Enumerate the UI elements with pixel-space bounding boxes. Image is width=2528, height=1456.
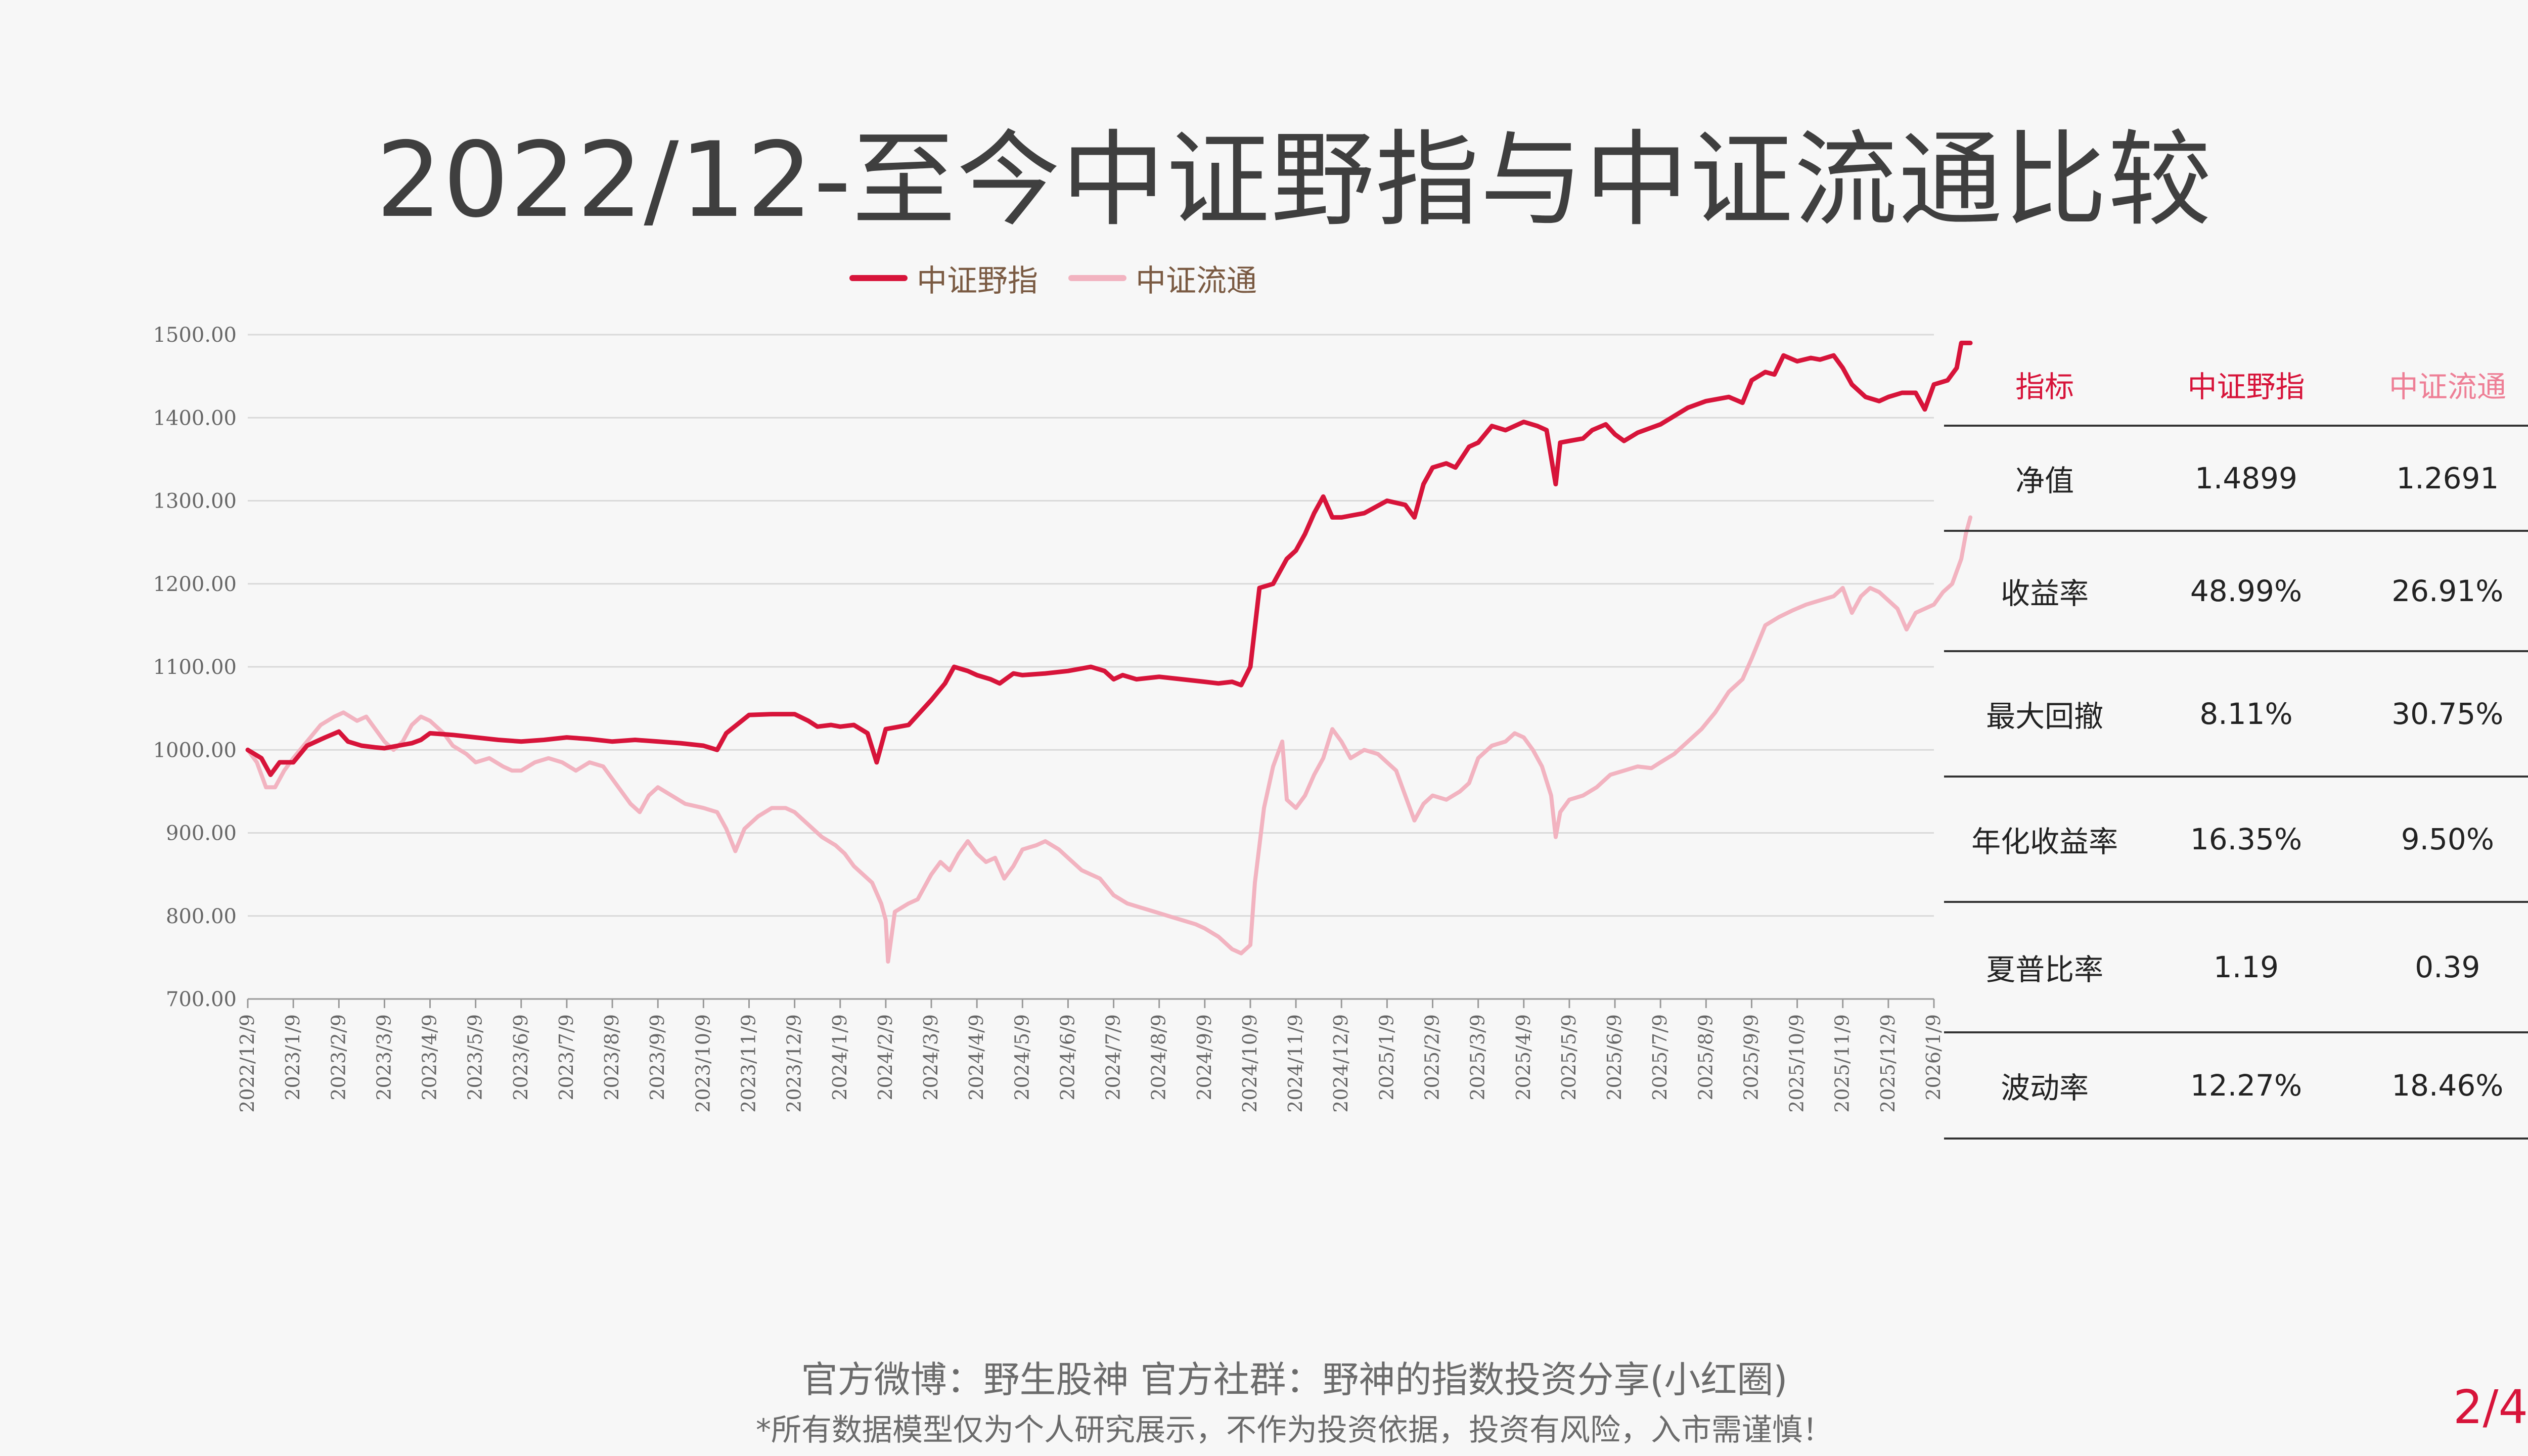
x-tick-label: 2023/5/9 — [464, 1014, 486, 1101]
row-value-series-2: 26.91% — [2391, 574, 2504, 608]
x-tick-label: 2025/1/9 — [1375, 1014, 1397, 1101]
x-tick-label: 2024/5/9 — [1011, 1014, 1033, 1101]
row-value-series-2: 1.2691 — [2396, 461, 2499, 495]
y-tick-label: 1200.00 — [153, 573, 237, 596]
y-tick-label: 1300.00 — [153, 490, 237, 513]
table-row: 年化收益率 16.35% 9.50% — [1944, 778, 2528, 903]
page-title: 2022/12-至今中证野指与中证流通比较 — [376, 120, 2213, 241]
x-tick-label: 2023/10/9 — [692, 1014, 714, 1113]
x-tick-label: 2025/12/9 — [1877, 1014, 1899, 1113]
x-tick-label: 2025/9/9 — [1740, 1014, 1762, 1101]
table-row: 夏普比率 1.19 0.39 — [1944, 903, 2528, 1033]
stats-table-header: 指标 中证野指 中证流通 — [1944, 344, 2528, 427]
y-tick-label: 1100.00 — [153, 656, 237, 679]
row-value-series-1: 12.27% — [2190, 1068, 2303, 1103]
row-label: 收益率 — [2001, 576, 2089, 611]
table-row: 波动率 12.27% 18.46% — [1944, 1033, 2528, 1140]
row-value-series-1: 48.99% — [2190, 574, 2303, 608]
footer-social: 官方微博：野生股神 官方社群：野神的指数投资分享(小红圈) — [801, 1358, 1788, 1401]
row-value-series-2: 9.50% — [2401, 822, 2494, 856]
x-tick-label: 2024/1/9 — [829, 1014, 851, 1101]
x-tick-label: 2026/1/9 — [1922, 1014, 1945, 1101]
x-tick-label: 2024/10/9 — [1239, 1014, 1261, 1113]
x-tick-label: 2025/7/9 — [1649, 1014, 1671, 1101]
x-tick-label: 2024/2/9 — [874, 1014, 896, 1101]
y-tick-label: 800.00 — [166, 905, 237, 928]
x-tick-label: 2025/2/9 — [1421, 1014, 1443, 1101]
y-tick-label: 1400.00 — [153, 406, 237, 430]
x-tick-label: 2024/7/9 — [1102, 1014, 1124, 1101]
legend-swatch-series-2 — [1068, 275, 1126, 281]
legend-label-series-1: 中证野指 — [917, 263, 1038, 299]
y-tick-label: 900.00 — [166, 822, 237, 845]
x-tick-label: 2023/4/9 — [419, 1014, 441, 1101]
x-tick-label: 2025/10/9 — [1786, 1014, 1808, 1113]
y-tick-label: 1500.00 — [153, 324, 237, 347]
table-row: 最大回撤 8.11% 30.75% — [1944, 652, 2528, 778]
x-tick-label: 2024/9/9 — [1193, 1014, 1215, 1101]
row-label: 最大回撤 — [1986, 699, 2104, 734]
header-series-1: 中证野指 — [2187, 370, 2305, 404]
x-tick-label: 2024/12/9 — [1330, 1014, 1352, 1113]
x-tick-label: 2023/3/9 — [373, 1014, 395, 1101]
x-tick-label: 2023/11/9 — [737, 1014, 759, 1113]
x-tick-label: 2025/8/9 — [1694, 1014, 1717, 1101]
x-tick-label: 2023/8/9 — [601, 1014, 623, 1101]
header-metric: 指标 — [2015, 370, 2074, 404]
row-label: 年化收益率 — [1971, 825, 2118, 859]
x-tick-label: 2023/9/9 — [646, 1014, 668, 1101]
x-tick-label: 2022/12/9 — [236, 1014, 258, 1113]
legend-item-series-2: 中证流通 — [1068, 256, 1257, 300]
x-tick-label: 2023/1/9 — [282, 1014, 304, 1101]
x-tick-label: 2023/2/9 — [327, 1014, 349, 1101]
y-tick-label: 700.00 — [166, 988, 237, 1011]
x-tick-label: 2024/6/9 — [1056, 1014, 1078, 1101]
x-tick-label: 2025/11/9 — [1831, 1014, 1854, 1113]
row-value-series-2: 30.75% — [2391, 697, 2504, 731]
x-tick-label: 2024/8/9 — [1148, 1014, 1170, 1101]
row-value-series-1: 8.11% — [2199, 697, 2293, 731]
y-tick-label: 1000.00 — [153, 739, 237, 762]
x-tick-label: 2024/3/9 — [920, 1014, 942, 1101]
x-tick-label: 2025/3/9 — [1467, 1014, 1489, 1101]
chart-legend: 中证野指 中证流通 — [849, 256, 1257, 300]
row-label: 波动率 — [2001, 1071, 2089, 1105]
footer-disclaimer: *所有数据模型仅为个人研究展示，不作为投资依据，投资有风险，入市需谨慎！ — [756, 1413, 1833, 1448]
legend-swatch-series-1 — [849, 275, 908, 281]
row-value-series-1: 16.35% — [2190, 822, 2303, 856]
x-tick-label: 2023/6/9 — [510, 1014, 532, 1101]
row-label: 净值 — [2015, 464, 2074, 498]
row-value-series-2: 18.46% — [2391, 1068, 2504, 1103]
series-line-1 — [245, 340, 1973, 777]
legend-label-series-2: 中证流通 — [1136, 263, 1257, 299]
x-tick-label: 2023/12/9 — [783, 1014, 805, 1113]
table-row: 收益率 48.99% 26.91% — [1944, 532, 2528, 652]
row-value-series-1: 1.4899 — [2195, 461, 2297, 495]
page-indicator: 2/4 — [2453, 1380, 2528, 1434]
legend-item-series-1: 中证野指 — [849, 256, 1038, 300]
series-line-2 — [246, 515, 1973, 964]
table-row: 净值 1.4899 1.2691 — [1944, 427, 2528, 532]
x-tick-label: 2023/7/9 — [555, 1014, 577, 1101]
x-tick-label: 2025/4/9 — [1512, 1014, 1534, 1101]
row-value-series-1: 1.19 — [2213, 950, 2279, 984]
x-tick-label: 2024/4/9 — [965, 1014, 987, 1101]
row-label: 夏普比率 — [1986, 952, 2104, 987]
row-value-series-2: 0.39 — [2415, 950, 2480, 984]
stats-table: 指标 中证野指 中证流通 净值 1.4899 1.2691 收益率 48.99%… — [1944, 344, 2528, 1140]
x-tick-label: 2025/6/9 — [1603, 1014, 1626, 1101]
x-tick-label: 2025/5/9 — [1558, 1014, 1580, 1101]
x-tick-label: 2024/11/9 — [1284, 1014, 1306, 1113]
header-series-2: 中证流通 — [2388, 370, 2506, 404]
